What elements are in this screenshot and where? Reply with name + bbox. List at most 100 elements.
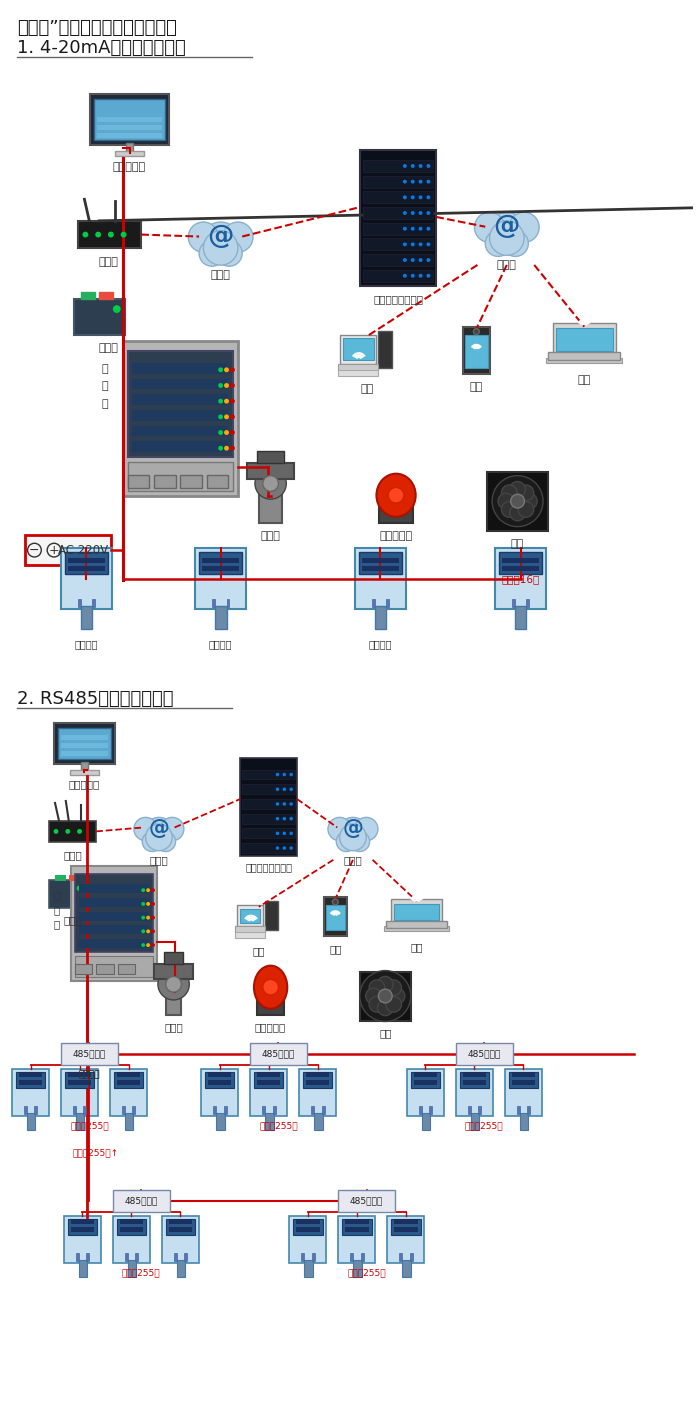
Text: 线: 线 <box>54 920 60 930</box>
Bar <box>207 474 228 488</box>
Text: 电脑: 电脑 <box>360 384 373 394</box>
Circle shape <box>419 242 423 246</box>
Circle shape <box>510 505 526 521</box>
Bar <box>115 152 144 156</box>
Bar <box>113 1216 150 1262</box>
Circle shape <box>426 180 430 183</box>
Bar <box>169 1227 192 1233</box>
Bar <box>407 1068 444 1116</box>
Bar <box>257 999 284 1014</box>
Circle shape <box>158 968 189 1000</box>
Bar <box>120 1227 144 1233</box>
Bar <box>237 905 262 926</box>
Bar <box>49 820 96 843</box>
Circle shape <box>224 446 229 450</box>
Bar <box>117 1081 140 1085</box>
Bar <box>227 599 230 606</box>
Circle shape <box>151 888 155 892</box>
Bar <box>125 1252 127 1261</box>
Text: 信号输出: 信号输出 <box>209 639 232 649</box>
Circle shape <box>224 398 229 404</box>
Bar <box>460 1072 489 1088</box>
Circle shape <box>426 242 430 246</box>
Bar <box>110 1068 147 1116</box>
Text: 单机版电脑: 单机版电脑 <box>69 779 100 789</box>
Bar <box>118 964 135 975</box>
Bar <box>247 463 294 478</box>
Circle shape <box>141 916 145 920</box>
Bar <box>257 452 284 463</box>
Bar <box>235 933 265 938</box>
Bar <box>470 1113 480 1130</box>
Circle shape <box>276 788 279 791</box>
Circle shape <box>144 817 174 847</box>
Bar <box>16 1072 46 1088</box>
Circle shape <box>262 979 279 995</box>
Text: 可连接255台: 可连接255台 <box>347 1268 386 1278</box>
Circle shape <box>328 817 351 841</box>
Circle shape <box>120 232 127 238</box>
Circle shape <box>283 802 286 806</box>
Circle shape <box>146 888 150 892</box>
Bar <box>304 1259 313 1278</box>
Bar <box>69 875 78 881</box>
Bar <box>240 758 297 855</box>
Bar <box>265 1113 274 1130</box>
Bar <box>463 326 490 374</box>
Bar <box>311 1106 314 1113</box>
Circle shape <box>289 846 293 850</box>
Bar <box>362 559 399 563</box>
Circle shape <box>166 976 181 992</box>
Bar <box>355 549 406 609</box>
Bar <box>132 378 228 390</box>
Text: 声光报警器: 声光报警器 <box>379 532 412 542</box>
Circle shape <box>355 817 378 841</box>
Bar <box>548 352 620 360</box>
Circle shape <box>224 415 229 419</box>
Circle shape <box>518 485 533 501</box>
Bar <box>323 898 347 936</box>
Circle shape <box>503 231 528 256</box>
Bar <box>512 1081 536 1085</box>
Circle shape <box>426 257 430 262</box>
Bar <box>71 1220 94 1224</box>
Bar <box>195 549 246 609</box>
Circle shape <box>77 829 82 834</box>
Bar <box>363 255 433 266</box>
Bar <box>306 1081 330 1085</box>
Circle shape <box>377 1000 393 1016</box>
Bar <box>456 1043 512 1065</box>
Bar <box>394 1227 418 1233</box>
Bar <box>419 1106 421 1113</box>
Text: −: − <box>29 543 40 557</box>
Circle shape <box>283 817 286 820</box>
Bar <box>526 599 529 606</box>
Circle shape <box>403 257 407 262</box>
Text: 电磁阀: 电磁阀 <box>260 532 281 542</box>
Bar <box>414 1081 438 1085</box>
Bar <box>363 160 433 172</box>
Bar <box>379 507 413 522</box>
Text: +: + <box>49 543 60 557</box>
Bar <box>363 270 433 281</box>
Bar <box>74 300 125 335</box>
Bar <box>235 926 265 933</box>
Bar <box>154 964 193 979</box>
Circle shape <box>349 832 370 851</box>
Bar <box>384 926 449 931</box>
Text: 讯: 讯 <box>54 905 60 915</box>
Bar <box>127 1259 136 1278</box>
Bar <box>19 1081 42 1085</box>
Bar <box>164 953 183 964</box>
Bar <box>127 352 233 457</box>
Circle shape <box>262 476 279 491</box>
Bar <box>487 471 548 530</box>
Bar <box>363 239 433 250</box>
Text: 转换器: 转换器 <box>63 916 82 926</box>
Text: 信号输出: 信号输出 <box>78 1069 100 1079</box>
Circle shape <box>27 543 41 557</box>
Bar <box>86 1252 90 1261</box>
Bar <box>299 1068 336 1116</box>
Bar <box>135 1252 139 1261</box>
Bar <box>350 1252 353 1261</box>
